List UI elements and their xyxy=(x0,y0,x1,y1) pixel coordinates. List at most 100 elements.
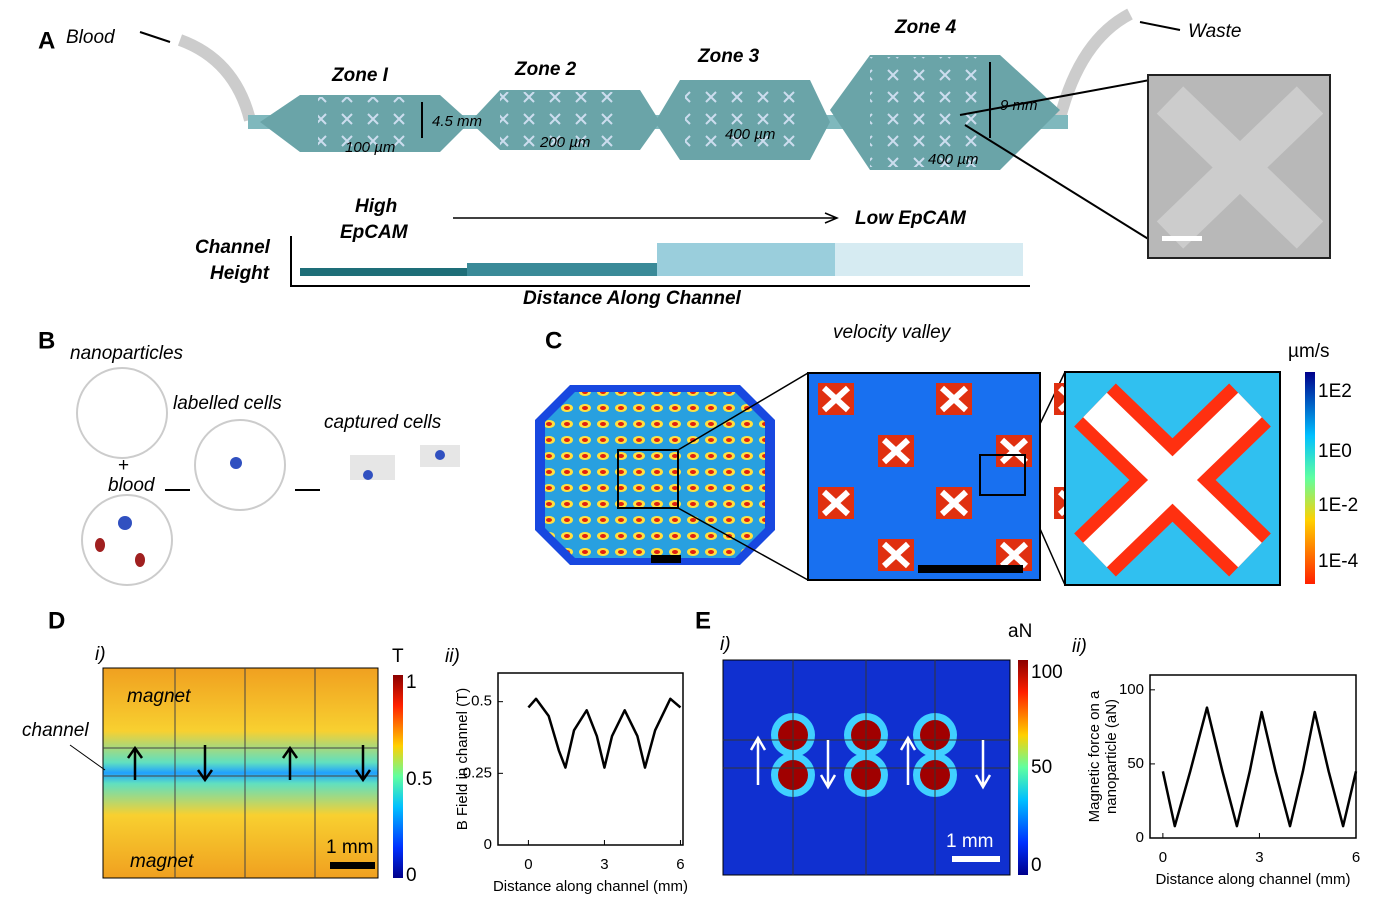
zone-label: Zone I xyxy=(331,65,389,86)
label: nanoparticles xyxy=(70,343,184,364)
pillar xyxy=(939,489,969,517)
gap-label: 100 µm xyxy=(345,139,395,156)
cell xyxy=(230,457,242,469)
height-label: 9 mm xyxy=(1000,97,1038,114)
colorbar-label: 1E-4 xyxy=(1318,551,1359,572)
x-tick-label: 6 xyxy=(676,856,684,873)
x-tick-label: 3 xyxy=(600,856,608,873)
step xyxy=(467,263,657,276)
annotation: Low EpCAM xyxy=(855,208,967,229)
outlet-label: Waste xyxy=(1188,21,1242,42)
zoom-box xyxy=(979,454,1026,496)
pillar xyxy=(1083,392,1262,568)
magnetization-arrows xyxy=(126,745,372,783)
colorbar-unit: T xyxy=(392,646,404,667)
step xyxy=(300,268,467,276)
step xyxy=(835,243,1023,276)
x-tick-label: 0 xyxy=(1159,849,1167,866)
dimension xyxy=(421,62,991,138)
colorbar-label: 1E0 xyxy=(1318,441,1352,462)
height-label: 4.5 mm xyxy=(432,113,482,130)
sem-pillar xyxy=(1156,86,1324,249)
axes xyxy=(290,236,1030,287)
tube xyxy=(1054,8,1133,120)
plot-frame xyxy=(1149,674,1357,839)
line xyxy=(527,697,682,769)
scale-bar xyxy=(330,862,375,869)
cell xyxy=(363,470,373,480)
cell xyxy=(118,516,132,530)
chamber-sim xyxy=(545,392,765,558)
pointer xyxy=(69,744,106,771)
pillar xyxy=(821,489,851,517)
pillar xyxy=(881,541,911,569)
colorbar-label: 100 xyxy=(1031,662,1063,683)
cell xyxy=(435,450,445,460)
colorbar-label: 1E2 xyxy=(1318,381,1352,402)
colorbar-label: 0.5 xyxy=(406,769,432,790)
cell xyxy=(95,538,105,552)
annotation: magnet xyxy=(127,686,191,707)
panel-label: E xyxy=(695,607,711,634)
pillars xyxy=(870,57,985,167)
colorbar-unit: µm/s xyxy=(1288,341,1330,362)
inlet-label: Blood xyxy=(66,27,116,48)
panel-c: C velocity valley µm/s 1E2 1E0 1E-2 1E-4 xyxy=(535,322,1359,586)
boundaries xyxy=(103,668,378,878)
y-tick-label: 100 xyxy=(1119,681,1144,698)
panel-label: B xyxy=(38,327,55,354)
axis-label: Channel xyxy=(195,237,271,258)
annotation: High xyxy=(355,196,397,217)
scale-bar xyxy=(918,565,1023,573)
x-axis-label: Distance along channel (mm) xyxy=(493,878,688,895)
line xyxy=(1161,706,1358,828)
zoom-lines xyxy=(959,79,1151,241)
arrow xyxy=(139,31,171,43)
colorbar-label: 0 xyxy=(406,865,417,886)
gap-label: 400 µm xyxy=(928,151,978,168)
colorbar-label: 1 xyxy=(406,672,417,693)
arrow xyxy=(453,212,839,224)
panel-label: A xyxy=(38,27,55,54)
panel-label: C xyxy=(545,327,562,354)
annotation: EpCAM xyxy=(340,222,409,243)
y-axis-label: Magnetic force on a xyxy=(1086,690,1103,822)
cell xyxy=(135,553,145,567)
label: blood xyxy=(108,475,156,496)
panel-b: B nanoparticles + blood labelled cells c… xyxy=(38,327,460,586)
y-tick-label: 0 xyxy=(484,836,492,853)
y-tick-label: 0.5 xyxy=(471,693,492,710)
label: labelled cells xyxy=(173,393,282,414)
scale-label: 1 mm xyxy=(326,837,374,858)
panel-a: A Blood Waste Zone I Zone 2 Zone 3 Zone … xyxy=(38,8,1331,309)
colorbar-label: 0 xyxy=(1031,855,1042,876)
dish xyxy=(76,367,168,459)
colorbar xyxy=(393,675,403,878)
sub-label: i) xyxy=(720,634,731,655)
zone-label: Zone 3 xyxy=(697,46,760,67)
annotation: velocity valley xyxy=(833,322,952,343)
panel-label: D xyxy=(48,607,65,634)
y-tick-label: 50 xyxy=(1127,755,1144,772)
arrow xyxy=(1139,21,1181,31)
pillar xyxy=(939,385,969,413)
y-axis-label: B Field in channel (T) xyxy=(454,688,471,831)
y-axis-label: nanoparticle (aN) xyxy=(1103,699,1120,814)
magnetization-arrows xyxy=(749,735,992,790)
sub-label: ii) xyxy=(445,646,460,667)
pillar xyxy=(821,385,851,413)
pillar xyxy=(999,541,1029,569)
scale-bar xyxy=(651,555,681,563)
colorbar-unit: aN xyxy=(1008,621,1032,642)
gap-label: 200 µm xyxy=(539,134,590,151)
colorbar-label: 1E-2 xyxy=(1318,495,1358,516)
pillar xyxy=(999,437,1029,465)
tube xyxy=(177,34,256,122)
zone-label: Zone 4 xyxy=(894,17,957,38)
pillars xyxy=(685,82,795,157)
pillar xyxy=(881,437,911,465)
panel-e: E i) 1 mm aN 100 50 0 ii) xyxy=(695,607,1087,876)
plot-frame xyxy=(497,672,684,846)
dish xyxy=(81,494,173,586)
zoom-lines xyxy=(677,371,1066,586)
